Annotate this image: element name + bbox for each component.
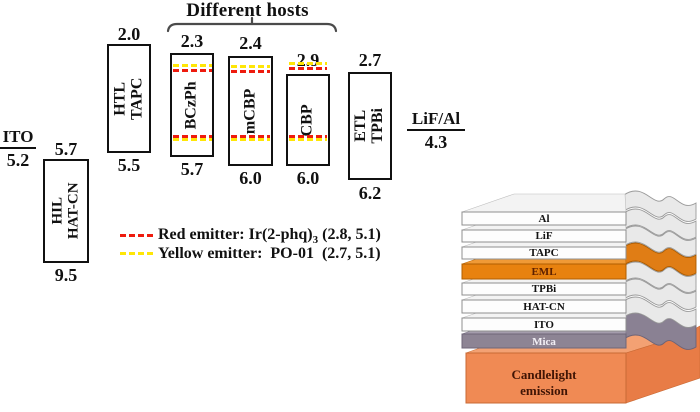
tpbi-layer-label: TPBi bbox=[532, 283, 556, 295]
htl-top-value: 2.0 bbox=[117, 24, 141, 44]
htl-bottom-value: 5.5 bbox=[117, 155, 141, 175]
etl-tpbi-label: ETL TPBi bbox=[352, 108, 387, 144]
level-box-mcbp: mCBP bbox=[228, 56, 273, 166]
yellow-emitter-lumo-line-bczph bbox=[173, 64, 212, 67]
eml-layer-label: EML bbox=[531, 266, 556, 278]
etl-material: TPBi bbox=[369, 108, 386, 144]
tapc-wave-edge bbox=[623, 225, 697, 257]
substrate-label-line2: emission bbox=[520, 383, 568, 398]
substrate-label-line1: Candlelight bbox=[511, 367, 577, 382]
legend-red-dash-sample bbox=[120, 234, 153, 237]
hosts-bracket bbox=[166, 16, 338, 33]
bczph-bottom-value: 5.7 bbox=[180, 159, 204, 179]
legend-yellow-dash-sample bbox=[120, 252, 153, 255]
hil-material: HAT-CN bbox=[65, 182, 81, 240]
lif-front-face bbox=[461, 229, 627, 243]
legend-red-emitter: Red emitter: Ir(2-phq)3 (2.8, 5.1) bbox=[158, 225, 381, 250]
hatcn-wave-edge bbox=[623, 278, 697, 310]
level-box-etl-tpbi: ETL TPBi bbox=[348, 72, 392, 180]
mcbp-bottom-value: 6.0 bbox=[239, 168, 262, 188]
mica-label: Mica bbox=[532, 336, 556, 348]
bczph-label: BCzPh bbox=[182, 80, 200, 129]
red-emitter-lumo-line-bczph bbox=[173, 69, 212, 72]
al-top-face bbox=[461, 193, 627, 213]
yellow-emitter-lumo-line-cbp bbox=[289, 62, 327, 65]
al-front-face bbox=[461, 211, 627, 226]
level-box-cbp: CBP bbox=[286, 74, 330, 166]
red-emitter-lumo-line-cbp bbox=[289, 67, 327, 70]
electrode-lif-al: LiF/Al 4.3 bbox=[407, 109, 465, 153]
lif-layer-label: LiF bbox=[535, 230, 552, 242]
legend-red-values: (2.8, 5.1) bbox=[318, 226, 381, 243]
mica-front-face bbox=[461, 333, 627, 349]
lif-al-work-function: 4.3 bbox=[424, 132, 448, 152]
red-emitter-homo-line-cbp bbox=[289, 135, 327, 138]
substrate-front-face bbox=[465, 352, 627, 404]
mcbp-top-value: 2.4 bbox=[239, 33, 262, 53]
yellow-emitter-homo-line-cbp bbox=[289, 138, 327, 141]
htl-tapc-label: HTL TAPC bbox=[111, 77, 146, 120]
al-wave-edge bbox=[623, 190, 697, 222]
lif-wave-edge bbox=[623, 208, 697, 240]
yellow-emitter-homo-line-mcbp bbox=[231, 138, 270, 141]
ito-front-face bbox=[461, 317, 627, 332]
diagram-title: Different hosts bbox=[186, 0, 309, 21]
eml-wave-edge bbox=[623, 242, 697, 276]
cbp-top-value: 2.9 bbox=[296, 50, 320, 70]
tpbi-wave-edge bbox=[623, 261, 697, 293]
level-box-htl-tapc: HTL TAPC bbox=[107, 44, 151, 153]
legend-yellow-emitter: Yellow emitter: PO-01 (2.7, 5.1) bbox=[158, 245, 381, 262]
hatcn-layer-label: HAT-CN bbox=[523, 301, 565, 313]
tapc-front-face bbox=[461, 246, 627, 260]
etl-top-value: 2.7 bbox=[358, 50, 382, 70]
mcbp-label: mCBP bbox=[241, 88, 259, 134]
level-box-hil-hatcn: HIL HAT-CN bbox=[43, 159, 89, 263]
etl-role: ETL bbox=[352, 110, 370, 143]
eml-front-face bbox=[461, 263, 627, 280]
electrode-ito: ITO 5.2 bbox=[0, 127, 36, 171]
yellow-emitter-lumo-line-mcbp bbox=[231, 65, 270, 68]
red-emitter-lumo-line-mcbp bbox=[231, 70, 270, 73]
yellow-emitter-homo-line-bczph bbox=[173, 138, 212, 141]
tapc-layer-label: TAPC bbox=[529, 247, 558, 259]
red-emitter-homo-line-bczph bbox=[173, 135, 212, 138]
legend-red-subscript: 3 bbox=[312, 234, 319, 247]
etl-bottom-value: 6.2 bbox=[358, 183, 382, 203]
cbp-bottom-value: 6.0 bbox=[296, 168, 320, 188]
device-stack-illustration: Candlelight emission Mica ITO HAT-CN TPB… bbox=[461, 190, 700, 404]
layer-al: Al bbox=[461, 190, 697, 226]
ito-layer-label: ITO bbox=[534, 319, 554, 331]
ito-label: ITO bbox=[0, 127, 36, 149]
htl-role: HTL bbox=[111, 81, 129, 116]
legend-red-text: Red emitter: Ir(2-phq) bbox=[158, 226, 313, 243]
lif-al-label: LiF/Al bbox=[407, 109, 465, 131]
htl-material: TAPC bbox=[128, 77, 145, 120]
hil-bottom-value: 9.5 bbox=[54, 265, 78, 285]
cbp-label: CBP bbox=[298, 103, 316, 136]
hil-hatcn-label: HIL HAT-CN bbox=[49, 182, 82, 240]
hil-top-value: 5.7 bbox=[54, 139, 78, 159]
hatcn-front-face bbox=[461, 299, 627, 314]
al-layer-label: Al bbox=[539, 213, 550, 225]
hil-role: HIL bbox=[49, 197, 66, 225]
ito-work-function: 5.2 bbox=[6, 150, 30, 170]
ito-wave-edge bbox=[623, 296, 697, 328]
tpbi-front-face bbox=[461, 282, 627, 296]
bczph-top-value: 2.3 bbox=[180, 31, 204, 51]
red-emitter-homo-line-mcbp bbox=[231, 135, 270, 138]
